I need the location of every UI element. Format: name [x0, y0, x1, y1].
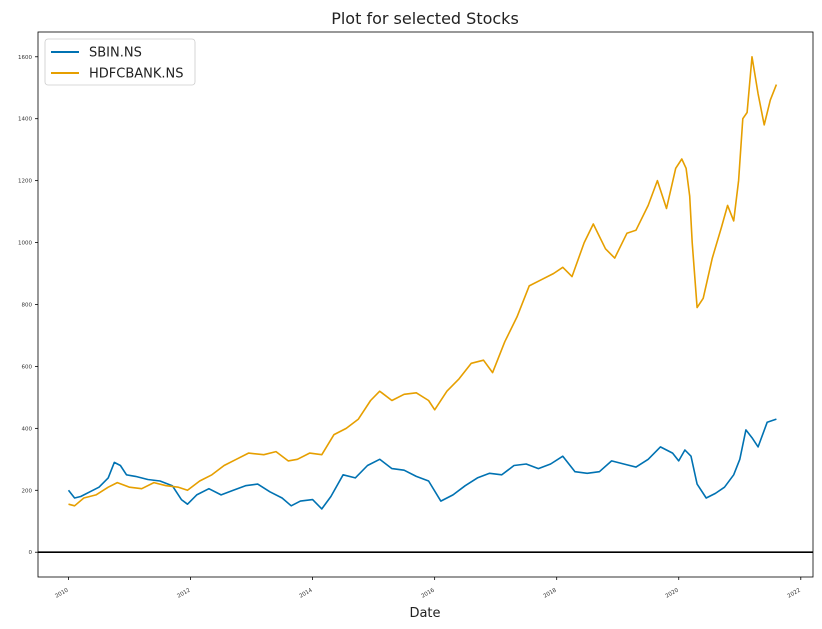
y-tick-label: 800: [22, 303, 33, 309]
x-tick-label: 2022: [787, 588, 802, 600]
chart-title: Plot for selected Stocks: [331, 9, 519, 28]
y-tick-label: 0: [29, 550, 33, 556]
x-tick-label: 2010: [54, 587, 70, 599]
legend-label: HDFCBANK.NS: [89, 67, 184, 82]
x-tick-label: 2014: [298, 587, 314, 599]
x-axis-label: Date: [409, 606, 440, 621]
x-tick-label: 2012: [176, 588, 191, 600]
legend-box: [44, 38, 196, 86]
legend-label: SBIN.NS: [89, 46, 142, 61]
y-tick-label: 400: [22, 426, 33, 432]
y-tick-label: 1000: [18, 241, 32, 247]
legend: SBIN.NS HDFCBANK.NS: [44, 38, 196, 86]
series-line-hdfcbank-ns: [68, 55, 778, 507]
y-tick-label: 1200: [18, 179, 32, 185]
x-tick-label: 2020: [665, 587, 681, 599]
y-tick-label: 200: [22, 488, 33, 494]
x-tick-label: 2018: [543, 587, 559, 599]
series-line-sbin-ns: [67, 418, 777, 510]
y-tick-label: 600: [22, 364, 33, 370]
y-tick-label: 1600: [18, 55, 32, 61]
y-axis-ticks: 0 200 400 600 800 1000 1200 1400 1600: [18, 55, 38, 556]
x-axis-ticks: 2010 2012 2014 2016 2018 2020 2022: [54, 577, 802, 600]
x-tick-label: 2016: [421, 587, 437, 599]
series-layer: [67, 55, 778, 510]
y-tick-label: 1400: [18, 117, 32, 123]
